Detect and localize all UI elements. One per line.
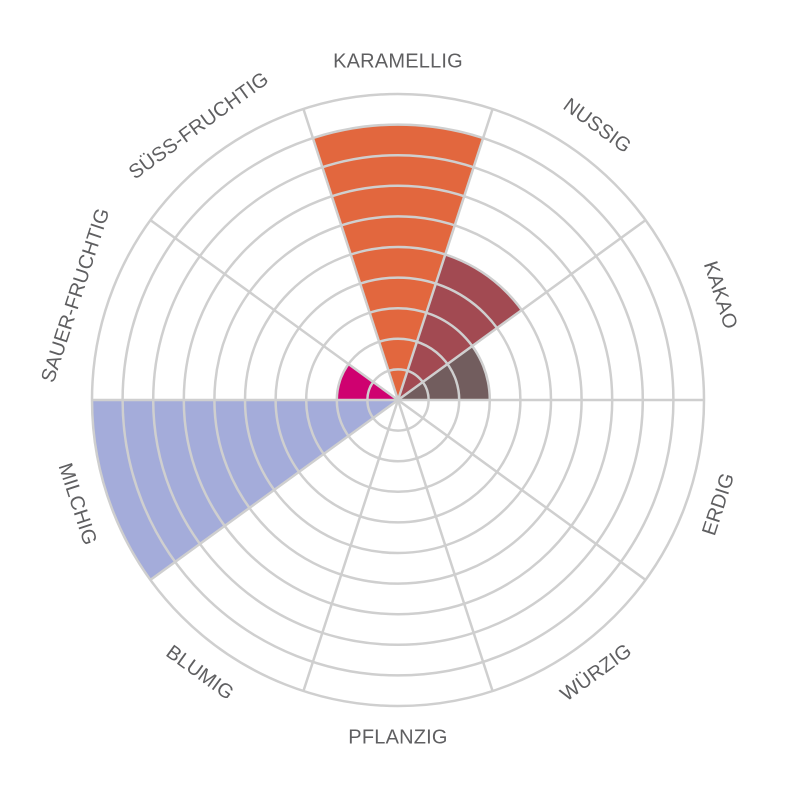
sector-sauer-fruchtig [336,364,398,400]
label-pflanzig: PFLANZIG [348,726,447,748]
label-blumig: BLUMIG [162,641,238,705]
sector-milchig [92,400,398,580]
label-sauer-fruchtig: SAUER-FRUCHTIG [37,206,114,386]
grid-spoke [302,108,400,401]
label-milchig: MILCHIG [54,461,101,548]
grid-layer [90,92,706,708]
grid-spoke [149,398,399,581]
label-erdig: ERDIG [698,470,739,538]
label-karamellig: KARAMELLIG [333,50,463,72]
grid-spoke [396,399,494,692]
sector-nussig [398,254,522,400]
grid-spoke [149,219,399,402]
label-kakao: KAKAO [699,259,742,332]
sectors-layer [92,124,522,580]
sector-kakao [398,346,490,400]
sector-karamellig [312,124,484,400]
grid-spoke [397,219,647,402]
grid-spoke [302,399,400,692]
grid-spoke [396,108,494,401]
label-wuerzig: WÜRZIG [556,640,636,706]
grid-spoke [397,398,647,581]
